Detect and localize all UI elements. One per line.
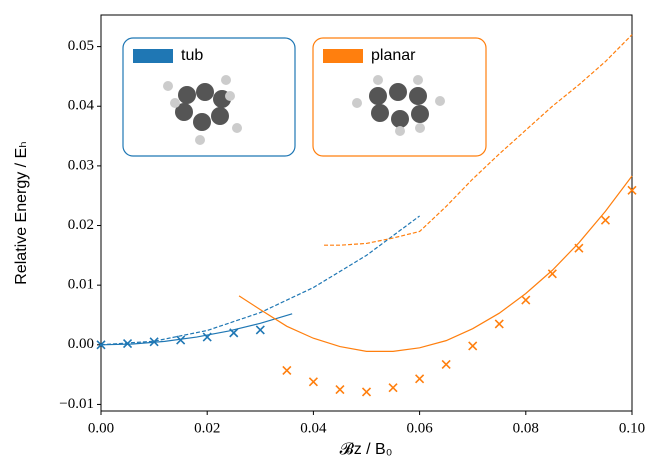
y-axis-label: Relative Energy / Eₕ — [13, 141, 30, 284]
y-tick-label: 0.05 — [68, 38, 94, 54]
y-tick-label: 0.02 — [68, 217, 94, 233]
y-tick-label: 0.01 — [68, 277, 94, 293]
marker — [522, 296, 530, 304]
x-tick-label: 0.10 — [619, 420, 645, 436]
y-tick-label: 0.03 — [68, 157, 94, 173]
x-axis-label: 𝓑z / B₀ — [340, 441, 393, 458]
y-tick-label: 0.00 — [68, 336, 94, 352]
line — [101, 216, 420, 345]
marker — [495, 320, 503, 328]
marker — [442, 360, 450, 368]
legend-swatch — [133, 49, 173, 63]
x-tick-label: 0.04 — [300, 420, 327, 436]
marker — [256, 326, 264, 334]
line — [239, 176, 632, 351]
marker — [363, 388, 371, 396]
line — [101, 314, 292, 345]
marker — [336, 386, 344, 394]
x-tick-label: 0.06 — [406, 420, 433, 436]
y-tick-label: 0.04 — [68, 98, 95, 114]
legend-label: planar — [371, 47, 416, 64]
marker — [601, 216, 609, 224]
y-tick-label: −0.01 — [59, 396, 94, 412]
legend-swatch — [323, 49, 363, 63]
marker — [469, 342, 477, 350]
x-tick-label: 0.02 — [194, 420, 220, 436]
marker — [309, 378, 317, 386]
x-tick-label: 0.08 — [513, 420, 539, 436]
legend-label: tub — [181, 47, 203, 64]
marker — [283, 366, 291, 374]
chart: 𝓑z / B₀ Relative Energy / Eₕ 0.00 0.02 0.0… — [0, 0, 651, 463]
x-tick-label: 0.00 — [88, 420, 114, 436]
marker — [389, 384, 397, 392]
marker — [416, 375, 424, 383]
